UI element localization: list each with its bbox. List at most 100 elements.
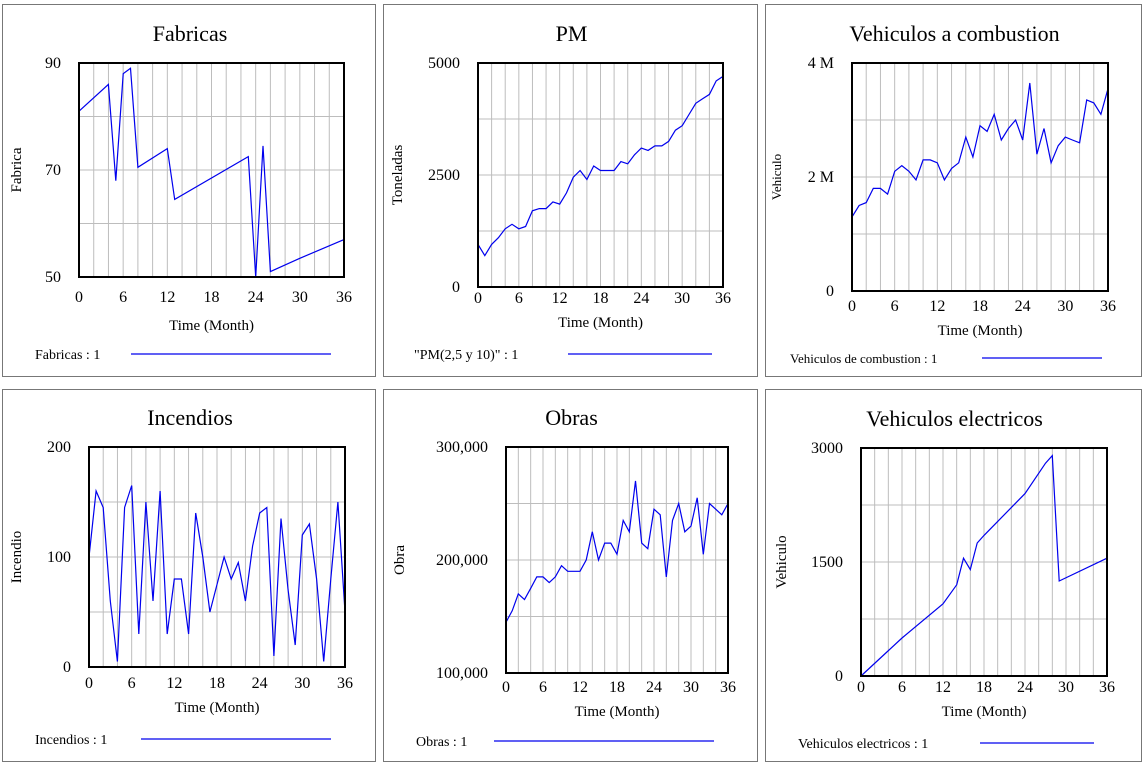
x-tick-label: 0 xyxy=(502,679,510,696)
y-tick-label: 100 xyxy=(47,549,71,566)
plot-frame xyxy=(851,62,1109,292)
legend-label: "PM(2,5 y 10)" : 1 xyxy=(414,348,518,363)
chart-title: Fabricas xyxy=(153,21,228,46)
chart-pm: PM 0 2500 5000 0 6 12 18 24 30 36 Time (Month) Tonel… xyxy=(390,21,731,363)
x-axis-label: Time (Month) xyxy=(558,315,643,331)
x-tick-label: 24 xyxy=(646,679,662,696)
x-tick-label: 18 xyxy=(204,289,220,306)
x-tick-label: 18 xyxy=(972,298,988,315)
x-tick-label: 36 xyxy=(720,679,736,696)
y-tick-label: 100,000 xyxy=(436,665,488,682)
x-axis-label: Time (Month) xyxy=(938,323,1023,339)
y-tick-label: 5000 xyxy=(428,55,460,72)
x-axis-label: Time (Month) xyxy=(175,700,260,716)
x-tick-label: 30 xyxy=(294,675,310,692)
y-tick-label: 50 xyxy=(45,269,61,286)
x-tick-label: 30 xyxy=(1058,679,1074,696)
chart-title: Vehiculos electricos xyxy=(866,406,1043,431)
chart-incendios: Incendios 0 100 200 0 6 12 18 24 30 36 Time (Month)… xyxy=(9,405,353,748)
x-tick-label: 24 xyxy=(633,290,649,307)
x-tick-label: 0 xyxy=(848,298,856,315)
legend-label: Vehiculos de combustion : 1 xyxy=(790,351,937,366)
y-tick-label: 0 xyxy=(63,659,71,676)
x-tick-label: 12 xyxy=(159,289,175,306)
x-tick-label: 6 xyxy=(119,289,127,306)
x-tick-label: 18 xyxy=(593,290,609,307)
y-axis-label: Vehiculo xyxy=(774,535,790,588)
x-tick-label: 6 xyxy=(891,298,899,315)
series-line xyxy=(851,82,1109,218)
chart-vehiculos-electricos: Vehiculos electricos 0 1500 3000 0 6 12 18 24 30 3… xyxy=(774,406,1115,752)
chart-title: PM xyxy=(556,21,588,46)
legend-label: Obras : 1 xyxy=(416,735,467,750)
y-axis-label: Fabrica xyxy=(9,147,25,192)
chart-vehiculos-combustion: Vehiculos a combustion 0 2 M 4 M 0 6 12 18 24 30 3… xyxy=(769,21,1116,366)
x-tick-label: 6 xyxy=(515,290,523,307)
chart-panel-pm: PM 0 2500 5000 0 6 12 18 24 30 36 Time (Month) Tonel… xyxy=(383,4,758,377)
x-tick-label: 18 xyxy=(976,679,992,696)
y-tick-label: 0 xyxy=(826,283,834,300)
y-tick-label: 0 xyxy=(452,279,460,296)
legend-label: Fabricas : 1 xyxy=(35,348,100,363)
x-tick-label: 36 xyxy=(336,289,352,306)
legend-label: Incendios : 1 xyxy=(35,733,107,748)
chart-title: Obras xyxy=(545,405,598,430)
x-tick-label: 0 xyxy=(474,290,482,307)
y-axis-label: Vehiculo xyxy=(769,154,784,200)
x-tick-label: 6 xyxy=(898,679,906,696)
chart-panel-obras: Obras 100,000 200,000 300,000 0 6 12 18 24 30 36 Ti… xyxy=(383,389,758,762)
x-tick-label: 12 xyxy=(935,679,951,696)
x-tick-label: 12 xyxy=(572,679,588,696)
x-tick-label: 12 xyxy=(552,290,568,307)
x-tick-label: 18 xyxy=(209,675,225,692)
x-tick-label: 12 xyxy=(166,675,182,692)
x-tick-label: 6 xyxy=(539,679,547,696)
chart-panel-incendios: Incendios 0 100 200 0 6 12 18 24 30 36 Time (Month)… xyxy=(2,389,376,762)
x-tick-label: 24 xyxy=(1015,298,1031,315)
chart-panel-fabricas: Fabricas 50 70 90 0 6 12 18 24 30 36 Time (Month) Fa… xyxy=(2,4,376,377)
x-tick-label: 30 xyxy=(683,679,699,696)
chart-fabricas: Fabricas 50 70 90 0 6 12 18 24 30 36 Time (Month) Fa… xyxy=(9,21,352,363)
y-axis-label: Obra xyxy=(392,545,408,575)
x-axis-label: Time (Month) xyxy=(575,704,660,720)
x-axis-label: Time (Month) xyxy=(942,704,1027,720)
y-tick-label: 2500 xyxy=(428,167,460,184)
x-tick-label: 24 xyxy=(1017,679,1033,696)
chart-title: Vehiculos a combustion xyxy=(849,21,1059,46)
y-tick-label: 0 xyxy=(835,668,843,685)
y-tick-label: 1500 xyxy=(811,554,843,571)
x-tick-label: 24 xyxy=(252,675,268,692)
x-tick-label: 36 xyxy=(715,290,731,307)
y-tick-label: 200,000 xyxy=(436,552,488,569)
plot-frame xyxy=(88,446,346,668)
chart-title: Incendios xyxy=(147,405,233,430)
y-tick-label: 4 M xyxy=(808,55,834,72)
x-tick-label: 30 xyxy=(1057,298,1073,315)
x-axis-label: Time (Month) xyxy=(169,318,254,334)
plot-frame xyxy=(78,62,345,278)
chart-panel-vehiculos-electricos: Vehiculos electricos 0 1500 3000 0 6 12 18 24 30 3… xyxy=(765,389,1142,762)
y-tick-label: 90 xyxy=(45,55,61,72)
y-tick-label: 300,000 xyxy=(436,439,488,456)
y-tick-label: 3000 xyxy=(811,440,843,457)
x-tick-label: 18 xyxy=(609,679,625,696)
y-axis-label: Incendio xyxy=(9,531,25,583)
x-tick-label: 6 xyxy=(128,675,136,692)
x-tick-label: 24 xyxy=(248,289,264,306)
series-line xyxy=(477,75,724,257)
x-tick-label: 36 xyxy=(1100,298,1116,315)
y-axis-label: Toneladas xyxy=(390,145,406,206)
y-tick-label: 200 xyxy=(47,439,71,456)
x-tick-label: 30 xyxy=(674,290,690,307)
plot-frame xyxy=(477,62,724,288)
y-tick-label: 70 xyxy=(45,162,61,179)
series-line xyxy=(78,67,345,278)
chart-obras: Obras 100,000 200,000 300,000 0 6 12 18 24 30 36 Ti… xyxy=(392,405,736,750)
plot-frame xyxy=(505,446,729,674)
chart-panel-vehiculos-combustion: Vehiculos a combustion 0 2 M 4 M 0 6 12 18 24 30 3… xyxy=(765,4,1142,377)
x-tick-label: 0 xyxy=(85,675,93,692)
x-tick-label: 36 xyxy=(337,675,353,692)
series-line xyxy=(505,480,729,623)
plot-frame xyxy=(860,447,1108,677)
x-tick-label: 36 xyxy=(1099,679,1115,696)
